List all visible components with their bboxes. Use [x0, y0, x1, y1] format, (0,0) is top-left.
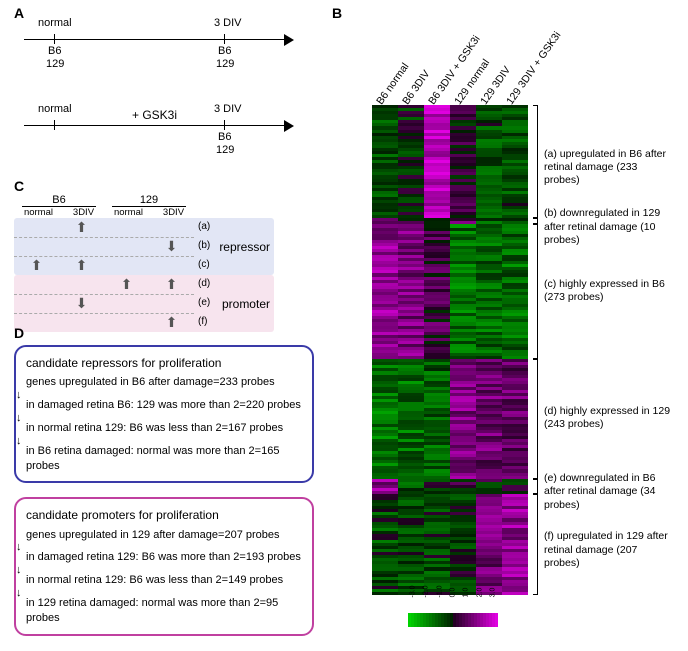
panel-c-row-label: (c) — [198, 259, 210, 270]
arrow-down-icon: ⬇ — [59, 295, 104, 311]
repressor-box: candidate repressors for proliferation ge… — [14, 345, 314, 483]
panel-d-boxes: candidate repressors for proliferation ge… — [14, 345, 314, 636]
bracket — [534, 359, 538, 478]
arrow-down-icon: ⬇ — [149, 238, 194, 254]
colorbar-tick: 2.0 — [476, 588, 483, 598]
arrow-up-icon: ⬆ — [149, 276, 194, 292]
panel-c-row-label: (a) — [198, 221, 210, 232]
panel-b-label: B — [332, 5, 342, 21]
heatmap-col-label: 129 3DIV + GSK3i — [504, 30, 563, 107]
tl2-right-bot1: B6 — [218, 131, 231, 143]
tl1-left-bot1: B6 — [48, 45, 61, 57]
tl2-left-top: normal — [38, 103, 72, 115]
box-title: candidate repressors for proliferation — [26, 355, 302, 371]
box-line: in B6 retina damaged: normal was more th… — [26, 444, 302, 474]
panel-d: D candidate repressors for proliferation… — [14, 325, 314, 650]
panel-c-header: B6 normal 3DIV 129 normal 3DIV — [14, 194, 274, 218]
bracket-label: (b) downregulated in 129 after retinal d… — [544, 207, 672, 246]
tl2-mid: + GSK3i — [132, 108, 177, 122]
panel-a-label: A — [14, 5, 24, 21]
colorbar: -3.0-2.0-1.00.01.02.03.0 — [408, 605, 498, 627]
grp-129: 129 — [112, 194, 186, 207]
129-3div: 3DIV — [163, 207, 184, 218]
colorbar-tick: -2.0 — [423, 588, 430, 598]
box-line: in 129 retina damaged: normal was more t… — [26, 596, 302, 626]
arrow-up-icon: ⬆ — [59, 219, 104, 235]
panel-c-repressor-label: repressor — [219, 240, 270, 254]
box-line: in damaged retina B6: 129 was more than … — [26, 398, 302, 413]
colorbar-tick: 1.0 — [463, 588, 470, 598]
tl1-left-bot2: 129 — [46, 58, 64, 70]
tl1-right-bot2: 129 — [216, 58, 234, 70]
promoter-box: candidate promoters for proliferation gen… — [14, 497, 314, 635]
tl1-right-bot1: B6 — [218, 45, 231, 57]
panel-c: C B6 normal 3DIV 129 normal 3DIV repressor… — [14, 178, 274, 332]
bracket-label: (a) upregulated in B6 after retinal dama… — [544, 148, 672, 187]
b6-normal: normal — [24, 207, 53, 218]
panel-c-promoter: promoter⬆⬆(d)⬇(e)⬆(f) — [14, 275, 274, 332]
arrow-down-icon: ↓ — [16, 413, 302, 421]
box-line: genes upregulated in 129 after damage=20… — [26, 528, 302, 543]
heatmap-brackets: (a) upregulated in B6 after retinal dama… — [534, 105, 674, 595]
129-normal: normal — [114, 207, 143, 218]
arrow-up-icon: ⬆ — [14, 257, 59, 273]
tl1-right-top: 3 DIV — [214, 17, 242, 29]
colorbar-tick: 3.0 — [489, 588, 496, 598]
bracket — [534, 494, 538, 595]
colorbar-tick: -1.0 — [436, 588, 443, 598]
panel-c-row-label: (d) — [198, 278, 210, 289]
box-line: in normal retina 129: B6 was less than 2… — [26, 573, 302, 588]
arrow-down-icon: ↓ — [16, 565, 302, 573]
panel-c-row-label: (b) — [198, 240, 210, 251]
bracket — [534, 105, 538, 218]
arrow-down-icon: ↓ — [16, 542, 302, 550]
tl2-right-top: 3 DIV — [214, 103, 242, 115]
bracket-label: (f) upregulated in 129 after retinal dam… — [544, 530, 672, 569]
arrow-down-icon: ↓ — [16, 436, 302, 444]
bracket-label: (d) highly expressed in 129 (243 probes) — [544, 405, 672, 431]
grp-b6: B6 — [22, 194, 96, 207]
colorbar-tick: 0.0 — [449, 588, 456, 598]
panel-c-rows: repressor⬆(a)⬇(b)⬆⬆(c)promoter⬆⬆(d)⬇(e)⬆… — [14, 218, 274, 332]
tl1-left-top: normal — [38, 17, 72, 29]
panel-c-label: C — [14, 178, 24, 194]
timeline-2: normal + GSK3i 3 DIV B6 129 — [24, 111, 314, 159]
tl2-right-bot2: 129 — [216, 144, 234, 156]
bracket-label: (c) highly expressed in B6 (273 probes) — [544, 278, 672, 304]
box-line: in normal retina 129: B6 was less than 2… — [26, 421, 302, 436]
timeline-1: normal 3 DIV B6 129 B6 129 — [24, 25, 314, 73]
heatmap-col-labels: B6 normalB6 3DIVB6 3DIV + GSK3i129 norma… — [378, 10, 534, 110]
b6-3div: 3DIV — [73, 207, 94, 218]
arrow-up-icon: ⬆ — [104, 276, 149, 292]
colorbar-tick: -3.0 — [410, 588, 417, 598]
bracket-label: (e) downregulated in B6 after retinal da… — [544, 472, 672, 511]
panel-c-repressor: repressor⬆(a)⬇(b)⬆⬆(c) — [14, 218, 274, 275]
box-title: candidate promoters for proliferation — [26, 507, 302, 523]
heatmap — [372, 105, 528, 595]
panel-c-promoter-label: promoter — [222, 297, 270, 311]
arrow-up-icon: ⬆ — [59, 257, 104, 273]
box-line: genes upregulated in B6 after damage=233… — [26, 375, 302, 390]
box-line: in damaged retina 129: B6 was more than … — [26, 550, 302, 565]
arrow-down-icon: ↓ — [16, 390, 302, 398]
panel-c-row-label: (e) — [198, 297, 210, 308]
panel-a: A normal 3 DIV B6 129 B6 129 normal + GS… — [14, 5, 314, 159]
bracket — [534, 224, 538, 359]
arrow-down-icon: ↓ — [16, 588, 302, 596]
bracket — [534, 479, 538, 494]
panel-d-label: D — [14, 325, 24, 341]
